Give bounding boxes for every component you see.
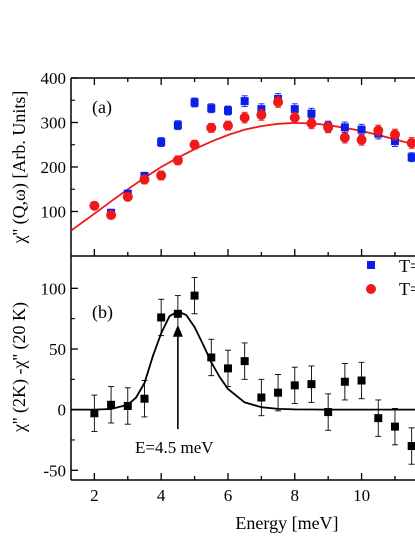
red-series-point [172,155,183,166]
panel-a-y-tick-label: 400 [41,69,67,88]
red-series-point [339,132,350,143]
legend-label-blue: T= [399,256,415,276]
black-series-point [207,353,216,362]
black-series-point [340,377,349,386]
panel-b-x-tick-label: 4 [157,486,166,505]
blue-series-point [157,138,166,147]
panel-b-y-ticks: -50 0 50 100 [41,279,78,480]
red-series-point [373,125,384,136]
black-series-point [190,291,199,300]
panel-b-label: (b) [92,302,113,323]
red-series-point [189,139,200,150]
blue-series-point [407,153,415,162]
panel-b-y-label: χ'' (2K) -χ'' (20 K) [9,302,30,433]
panel-b: -50 0 50 100 2 4 6 8 10 (b) E=4.5 meV χ'' (2K) … [9,256,415,533]
panel-b-y-tick-label: 0 [58,401,67,420]
red-series-point [273,97,284,108]
panel-a-y-ticks: 100 200 300 400 [41,69,78,222]
black-series-point [307,380,316,389]
x-axis-label: Energy [meV] [235,513,338,533]
peak-annotation: E=4.5 meV [135,438,214,457]
legend-marker-red [366,284,376,294]
panel-a-fit-curve [71,121,415,232]
red-series-point [139,174,150,185]
panel-b-x-tick-label: 8 [291,486,300,505]
panel-a: 100 200 300 400 (a) T= T= χ'' (Q,ω) [Arb. U… [9,69,415,299]
panel-a-series-red [89,96,415,221]
red-series-point [289,112,300,123]
blue-series-point [173,121,182,130]
black-series-point [240,357,249,366]
red-series-point [106,210,117,221]
blue-series-point [240,97,249,106]
black-series-point [157,313,166,322]
black-series-point [357,376,366,385]
panel-b-y-tick-label: 50 [49,340,66,359]
red-series-point [306,118,317,129]
red-series-point [206,122,217,133]
blue-series-point [307,109,316,118]
red-series-point [239,112,250,123]
blue-series-point [223,106,232,115]
blue-series-point [390,137,399,146]
red-series-point [406,137,415,148]
panel-a-label: (a) [92,97,112,118]
panel-b-fit-curve [71,310,415,411]
red-series-point [156,170,167,181]
legend-label-red: T= [399,279,415,299]
panel-a-y-tick-label: 200 [41,158,67,177]
black-series-point [374,414,383,423]
panel-b-x-tick-label: 2 [90,486,99,505]
red-series-point [323,122,334,133]
red-series-point [356,134,367,145]
red-series-point [89,200,100,211]
black-series-point [390,422,399,431]
panel-a-y-tick-label: 100 [41,203,67,222]
black-series-point [90,409,99,418]
peak-arrow-head [172,324,183,337]
legend: T= T= [366,256,415,299]
red-series-point [256,109,267,120]
blue-series-point [290,105,299,114]
panel-a-y-label: χ'' (Q,ω) [Arb. Units] [9,91,30,245]
black-series-point [257,393,266,402]
panel-b-y-tick-label: 100 [41,279,67,298]
red-series-point [389,129,400,140]
black-series-point [274,388,283,397]
black-series-point [290,381,299,390]
black-series-point [107,400,116,409]
black-series-point [140,394,149,403]
panel-b-x-ticks: 2 4 6 8 10 [90,473,396,505]
black-series-point [223,364,232,373]
panel-b-y-tick-label: -50 [43,461,66,480]
black-series-point [123,402,132,410]
red-series-point [222,120,233,131]
blue-series-point [207,104,216,113]
panel-a-y-tick-label: 300 [41,114,67,133]
blue-series-point [190,98,199,107]
black-series-point [407,442,415,451]
red-series-point [122,191,133,202]
panel-b-x-tick-label: 6 [224,486,233,505]
panel-b-series-black [90,276,415,465]
legend-marker-blue [367,261,375,269]
peak-arrow [172,324,183,430]
blue-series-point [340,123,349,132]
black-series-point [173,309,182,318]
black-series-point [324,408,333,417]
blue-series-point [357,125,366,134]
panel-b-x-tick-label: 10 [353,486,370,505]
